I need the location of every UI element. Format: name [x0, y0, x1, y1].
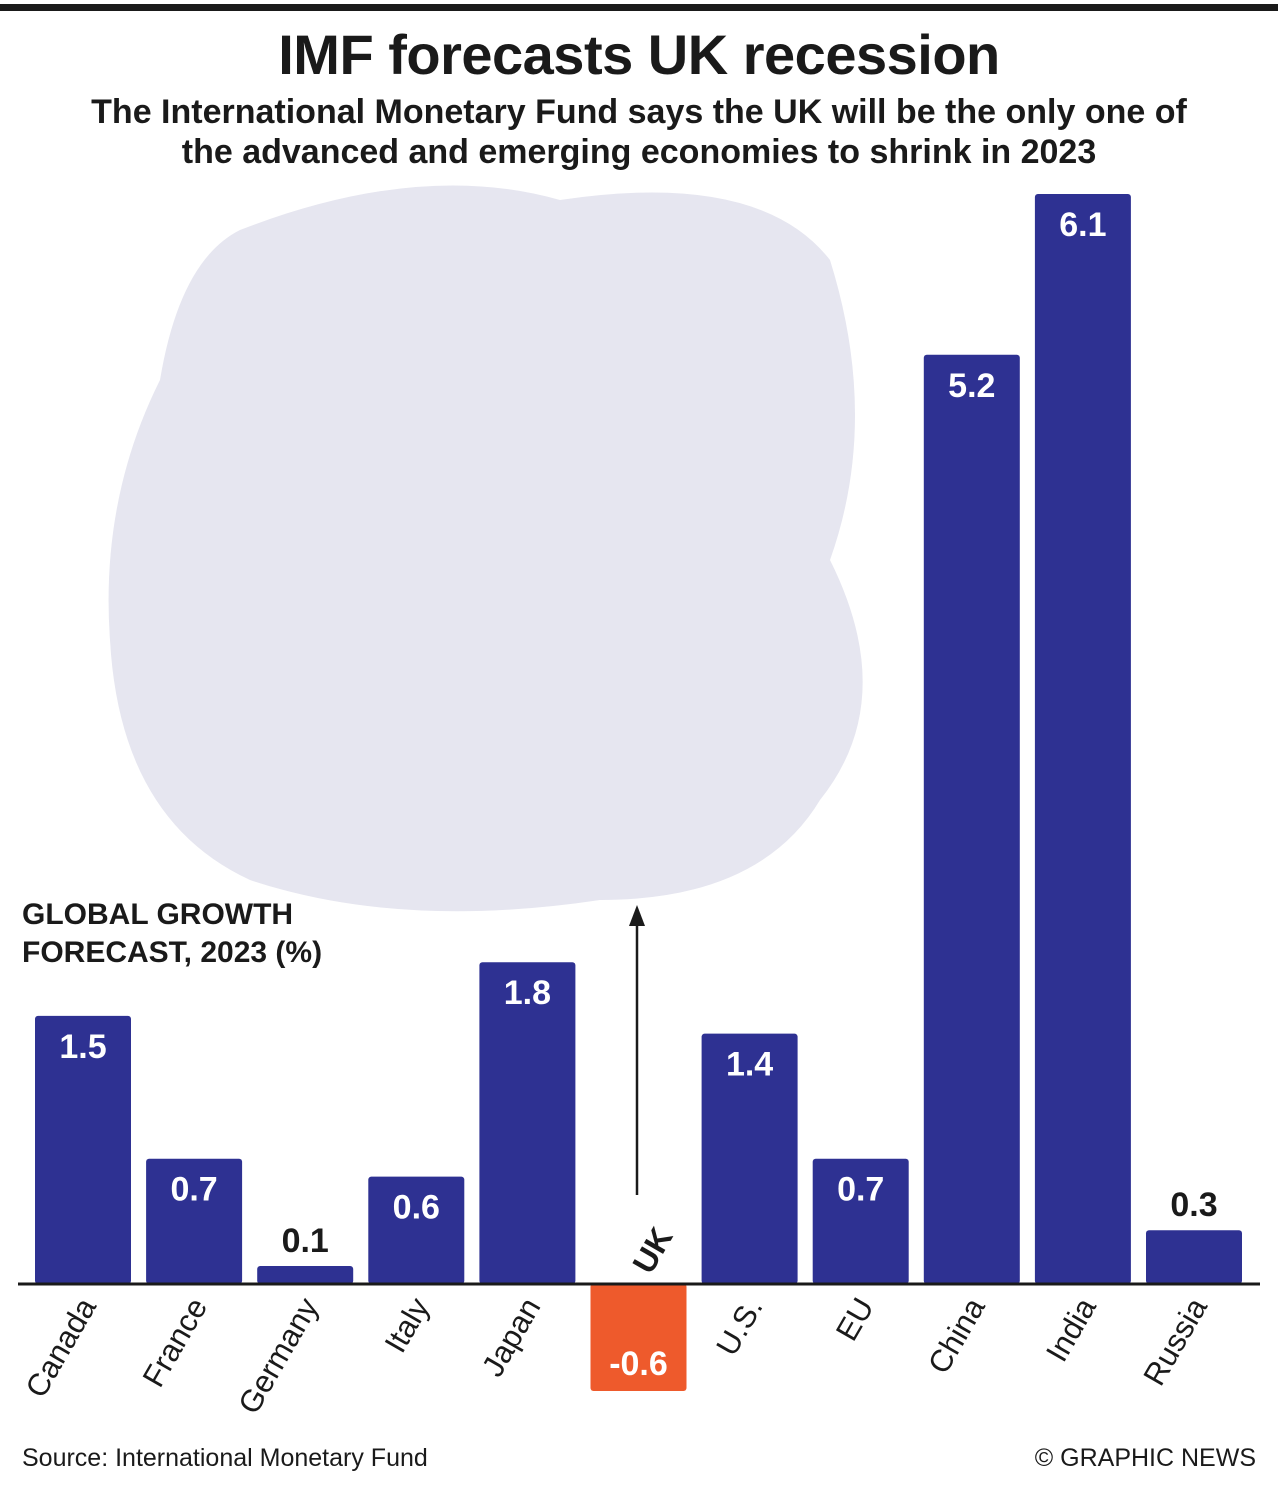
value-label: -0.6 — [609, 1345, 668, 1383]
bar — [590, 1283, 687, 1391]
bar — [923, 354, 1020, 1284]
bar — [1146, 1230, 1242, 1284]
chart-subtitle: The International Monetary Fund says the… — [91, 93, 1187, 171]
bar — [368, 1176, 465, 1284]
value-label: 0.6 — [393, 1189, 440, 1227]
bar — [701, 1033, 798, 1284]
x-tick-label: China — [921, 1291, 992, 1379]
bar — [257, 1265, 354, 1284]
value-label: 5.2 — [948, 367, 995, 405]
value-label: 0.7 — [837, 1171, 884, 1209]
background-blob — [108, 185, 863, 912]
credit: © GRAPHIC NEWS — [1034, 1444, 1256, 1472]
chart-title: IMF forecasts UK recession — [278, 23, 1000, 86]
x-tick-label: Japan — [475, 1292, 548, 1383]
x-tick-label: Canada — [18, 1291, 103, 1403]
bar — [1034, 194, 1131, 1284]
x-tick-label: EU — [829, 1292, 881, 1347]
x-tick-label: Russia — [1136, 1291, 1214, 1391]
x-tick-label: India — [1039, 1291, 1103, 1367]
x-tick-label: UK — [625, 1221, 679, 1279]
value-label: 1.4 — [726, 1046, 773, 1084]
bar — [35, 1015, 131, 1284]
value-label: 0.7 — [170, 1171, 217, 1209]
bar — [479, 962, 576, 1284]
y-axis-label: GLOBAL GROWTH FORECAST, 2023 (%) — [22, 898, 323, 969]
arrow-head — [629, 905, 645, 926]
value-label: 6.1 — [1059, 206, 1106, 244]
source: Source: International Monetary Fund — [22, 1444, 428, 1472]
value-label: 0.3 — [1170, 1186, 1217, 1224]
value-label: 0.1 — [282, 1222, 329, 1260]
bar — [146, 1158, 243, 1284]
x-tick-label: Germany — [231, 1291, 325, 1419]
x-tick-label: U.S. — [709, 1292, 769, 1362]
value-label: 1.8 — [504, 974, 551, 1012]
x-tick-label: Italy — [378, 1291, 437, 1358]
top-rule — [0, 4, 1278, 11]
bar — [812, 1158, 909, 1284]
x-tick-label: France — [136, 1292, 215, 1393]
value-label: 1.5 — [59, 1028, 106, 1066]
